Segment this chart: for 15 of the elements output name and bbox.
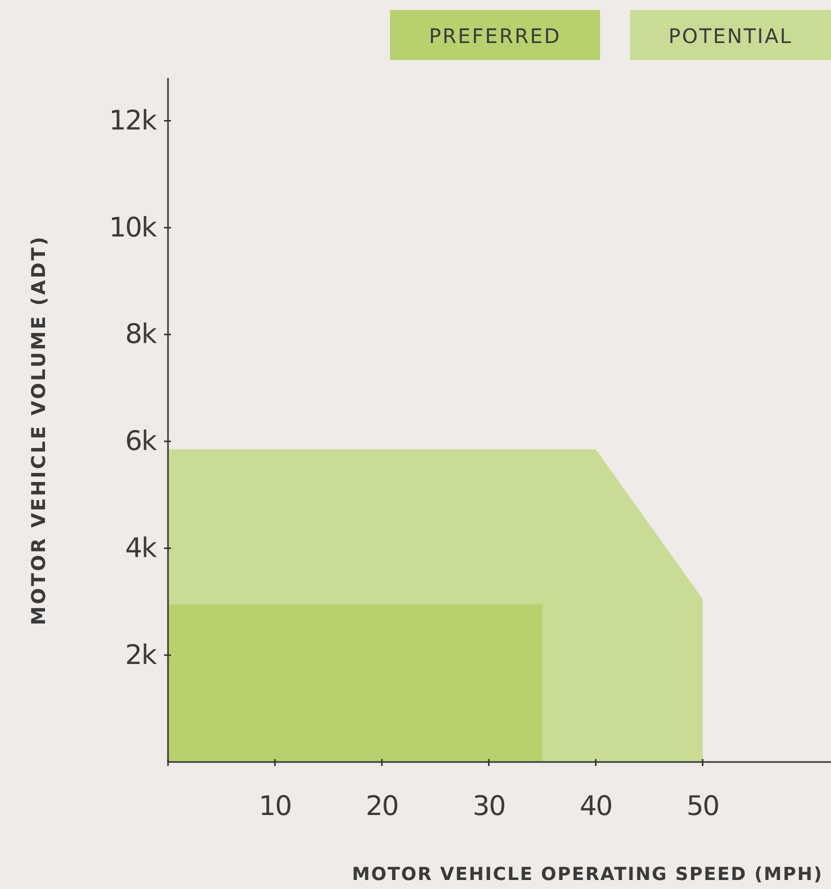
y-tick-label: 10k bbox=[109, 212, 158, 244]
y-tick-label: 2k bbox=[125, 640, 158, 671]
x-tick-label: 50 bbox=[686, 791, 719, 822]
y-tick-label: 12k bbox=[109, 105, 158, 136]
x-tick-label: 10 bbox=[258, 791, 292, 822]
y-tick-label: 4k bbox=[125, 532, 158, 564]
x-tick-label: 40 bbox=[580, 791, 612, 822]
y-axis-title: MOTOR VEHICLE VOLUME (ADT) bbox=[28, 234, 50, 626]
text: PREFERRED bbox=[428, 24, 562, 48]
x-tick-label: 30 bbox=[472, 791, 505, 822]
x-axis-title: MOTOR VEHICLE OPERATING SPEED (MPH) bbox=[352, 864, 823, 885]
text: POTENTIAL bbox=[668, 24, 793, 48]
y-tick-label: 8k bbox=[125, 319, 158, 350]
x-tick-label: 20 bbox=[366, 791, 398, 822]
y-tick-label: 6k bbox=[125, 426, 158, 458]
